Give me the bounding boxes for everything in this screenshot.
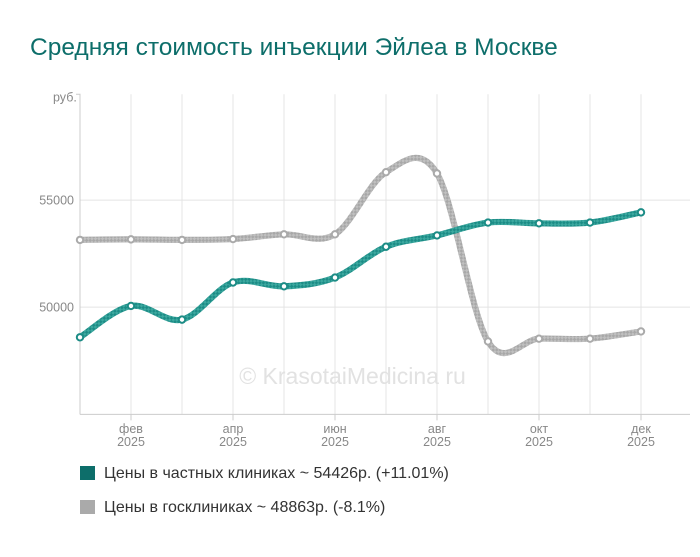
svg-text:2025: 2025 bbox=[117, 435, 145, 449]
svg-text:июн: июн bbox=[323, 422, 346, 436]
svg-text:2025: 2025 bbox=[219, 435, 247, 449]
svg-text:50000: 50000 bbox=[39, 301, 74, 315]
svg-text:апр: апр bbox=[223, 422, 244, 436]
svg-text:фев: фев bbox=[119, 422, 143, 436]
svg-text:авг: авг bbox=[428, 422, 447, 436]
svg-text:2025: 2025 bbox=[423, 435, 451, 449]
svg-text:дек: дек bbox=[631, 422, 651, 436]
svg-text:2025: 2025 bbox=[627, 435, 655, 449]
svg-text:55000: 55000 bbox=[39, 194, 74, 208]
svg-text:окт: окт bbox=[530, 422, 549, 436]
svg-text:© KrasotaiMedicina ru: © KrasotaiMedicina ru bbox=[239, 363, 466, 389]
svg-text:руб.: руб. bbox=[53, 91, 77, 105]
svg-text:2025: 2025 bbox=[321, 435, 349, 449]
svg-text:2025: 2025 bbox=[525, 435, 553, 449]
